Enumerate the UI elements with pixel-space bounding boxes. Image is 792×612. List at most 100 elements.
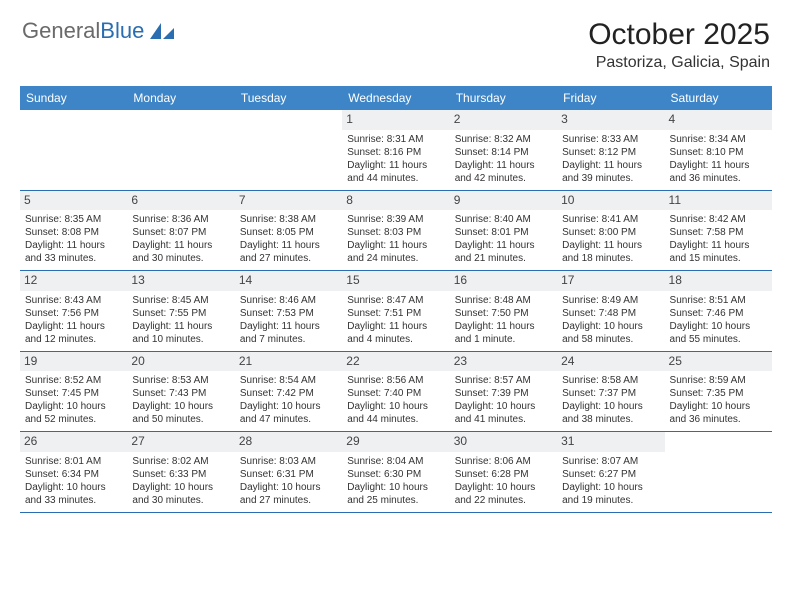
day-details: Sunrise: 8:54 AMSunset: 7:42 PMDaylight:…: [240, 374, 337, 426]
detail-daylight1: Daylight: 10 hours: [240, 481, 337, 494]
detail-sunrise: Sunrise: 8:35 AM: [25, 213, 122, 226]
calendar-cell: 2Sunrise: 8:32 AMSunset: 8:14 PMDaylight…: [450, 110, 557, 190]
detail-sunrise: Sunrise: 8:43 AM: [25, 294, 122, 307]
detail-sunset: Sunset: 7:37 PM: [562, 387, 659, 400]
calendar-cell: 23Sunrise: 8:57 AMSunset: 7:39 PMDayligh…: [450, 352, 557, 432]
detail-daylight2: and 22 minutes.: [455, 494, 552, 507]
detail-sunrise: Sunrise: 8:57 AM: [455, 374, 552, 387]
detail-daylight2: and 36 minutes.: [670, 413, 767, 426]
detail-sunset: Sunset: 7:35 PM: [670, 387, 767, 400]
detail-sunset: Sunset: 8:00 PM: [562, 226, 659, 239]
detail-sunrise: Sunrise: 8:40 AM: [455, 213, 552, 226]
detail-sunrise: Sunrise: 8:49 AM: [562, 294, 659, 307]
detail-sunset: Sunset: 8:12 PM: [562, 146, 659, 159]
day-number: 25: [665, 352, 772, 372]
calendar-cell: 9 Sunrise: 8:40 AMSunset: 8:01 PMDaylight…: [450, 191, 557, 271]
day-details: Sunrise: 8:07 AMSunset: 6:27 PMDaylight:…: [562, 455, 659, 507]
detail-daylight2: and 10 minutes.: [132, 333, 229, 346]
day-number: 8: [342, 191, 449, 211]
day-number: 29: [342, 432, 449, 452]
detail-daylight2: and 33 minutes.: [25, 252, 122, 265]
day-number: 21: [235, 352, 342, 372]
calendar-cell: 5Sunrise: 8:35 AMSunset: 8:08 PMDaylight…: [20, 191, 127, 271]
detail-daylight1: Daylight: 11 hours: [670, 159, 767, 172]
day-number: 3: [557, 110, 664, 130]
day-details: Sunrise: 8:47 AMSunset: 7:51 PMDaylight:…: [347, 294, 444, 346]
day-header-fri: Friday: [557, 86, 664, 110]
day-details: Sunrise: 8:59 AMSunset: 7:35 PMDaylight:…: [670, 374, 767, 426]
week-row: 26Sunrise: 8:01 AMSunset: 6:34 PMDayligh…: [20, 432, 772, 513]
detail-sunset: Sunset: 7:53 PM: [240, 307, 337, 320]
detail-sunrise: Sunrise: 8:39 AM: [347, 213, 444, 226]
detail-daylight2: and 36 minutes.: [670, 172, 767, 185]
detail-daylight1: Daylight: 11 hours: [455, 239, 552, 252]
detail-sunrise: Sunrise: 8:54 AM: [240, 374, 337, 387]
detail-daylight2: and 58 minutes.: [562, 333, 659, 346]
day-number: 19: [20, 352, 127, 372]
detail-sunset: Sunset: 8:03 PM: [347, 226, 444, 239]
day-number: 23: [450, 352, 557, 372]
calendar-cell: 12Sunrise: 8:43 AMSunset: 7:56 PMDayligh…: [20, 271, 127, 351]
detail-daylight1: Daylight: 11 hours: [132, 239, 229, 252]
detail-daylight1: Daylight: 10 hours: [25, 400, 122, 413]
detail-sunset: Sunset: 8:01 PM: [455, 226, 552, 239]
detail-sunset: Sunset: 8:08 PM: [25, 226, 122, 239]
weeks-container: 1Sunrise: 8:31 AMSunset: 8:16 PMDaylight…: [20, 110, 772, 513]
calendar-cell: 16Sunrise: 8:48 AMSunset: 7:50 PMDayligh…: [450, 271, 557, 351]
detail-sunrise: Sunrise: 8:07 AM: [562, 455, 659, 468]
day-details: Sunrise: 8:31 AMSunset: 8:16 PMDaylight:…: [347, 133, 444, 185]
detail-daylight1: Daylight: 10 hours: [347, 481, 444, 494]
detail-daylight2: and 30 minutes.: [132, 494, 229, 507]
day-header-mon: Monday: [127, 86, 234, 110]
day-number: 17: [557, 271, 664, 291]
detail-daylight2: and 50 minutes.: [132, 413, 229, 426]
day-details: Sunrise: 8:03 AMSunset: 6:31 PMDaylight:…: [240, 455, 337, 507]
calendar-cell: 1Sunrise: 8:31 AMSunset: 8:16 PMDaylight…: [342, 110, 449, 190]
logo: GeneralBlue: [22, 18, 176, 44]
detail-sunset: Sunset: 7:56 PM: [25, 307, 122, 320]
day-details: Sunrise: 8:06 AMSunset: 6:28 PMDaylight:…: [455, 455, 552, 507]
calendar-cell: 27Sunrise: 8:02 AMSunset: 6:33 PMDayligh…: [127, 432, 234, 512]
calendar-cell: 13Sunrise: 8:45 AMSunset: 7:55 PMDayligh…: [127, 271, 234, 351]
calendar-cell: 3Sunrise: 8:33 AMSunset: 8:12 PMDaylight…: [557, 110, 664, 190]
detail-daylight2: and 39 minutes.: [562, 172, 659, 185]
detail-sunset: Sunset: 7:40 PM: [347, 387, 444, 400]
day-number: 2: [450, 110, 557, 130]
day-header-thu: Thursday: [450, 86, 557, 110]
week-row: 19Sunrise: 8:52 AMSunset: 7:45 PMDayligh…: [20, 352, 772, 433]
calendar-cell: 29Sunrise: 8:04 AMSunset: 6:30 PMDayligh…: [342, 432, 449, 512]
detail-daylight2: and 47 minutes.: [240, 413, 337, 426]
detail-daylight1: Daylight: 10 hours: [25, 481, 122, 494]
detail-sunrise: Sunrise: 8:33 AM: [562, 133, 659, 146]
day-details: Sunrise: 8:52 AMSunset: 7:45 PMDaylight:…: [25, 374, 122, 426]
day-number: 24: [557, 352, 664, 372]
day-number: 4: [665, 110, 772, 130]
week-row: 12Sunrise: 8:43 AMSunset: 7:56 PMDayligh…: [20, 271, 772, 352]
detail-daylight1: Daylight: 11 hours: [25, 239, 122, 252]
detail-sunset: Sunset: 6:30 PM: [347, 468, 444, 481]
detail-daylight2: and 44 minutes.: [347, 413, 444, 426]
day-number: 13: [127, 271, 234, 291]
day-number: 9: [450, 191, 557, 211]
logo-sail-icon: [148, 21, 176, 41]
detail-daylight1: Daylight: 11 hours: [25, 320, 122, 333]
detail-daylight2: and 24 minutes.: [347, 252, 444, 265]
day-header-sat: Saturday: [665, 86, 772, 110]
detail-sunrise: Sunrise: 8:59 AM: [670, 374, 767, 387]
calendar-cell: 17Sunrise: 8:49 AMSunset: 7:48 PMDayligh…: [557, 271, 664, 351]
calendar-cell: [665, 432, 772, 512]
detail-sunrise: Sunrise: 8:01 AM: [25, 455, 122, 468]
detail-daylight1: Daylight: 11 hours: [240, 320, 337, 333]
day-number: 11: [665, 191, 772, 211]
detail-daylight1: Daylight: 10 hours: [132, 481, 229, 494]
detail-daylight2: and 33 minutes.: [25, 494, 122, 507]
detail-sunrise: Sunrise: 8:02 AM: [132, 455, 229, 468]
day-details: Sunrise: 8:02 AMSunset: 6:33 PMDaylight:…: [132, 455, 229, 507]
detail-daylight1: Daylight: 10 hours: [240, 400, 337, 413]
detail-sunset: Sunset: 7:55 PM: [132, 307, 229, 320]
day-number: 10: [557, 191, 664, 211]
day-details: Sunrise: 8:51 AMSunset: 7:46 PMDaylight:…: [670, 294, 767, 346]
detail-daylight1: Daylight: 11 hours: [240, 239, 337, 252]
detail-sunrise: Sunrise: 8:32 AM: [455, 133, 552, 146]
detail-daylight2: and 41 minutes.: [455, 413, 552, 426]
